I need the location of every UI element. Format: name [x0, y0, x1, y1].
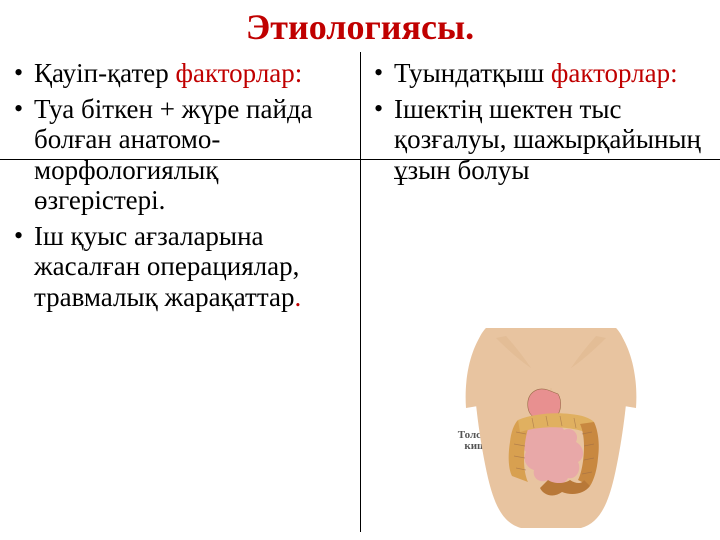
right-item-1: Ішектің шектен тыс қозғалуы, шажырқайыны…	[394, 94, 706, 185]
right-heading-accent: факторлар:	[551, 58, 678, 88]
page-title: Этиологиясы.	[0, 0, 720, 52]
left-column: Қауіп-қатер факторлар: Туа біткен + жүре…	[0, 52, 360, 540]
anatomy-svg	[436, 328, 666, 528]
left-item-2-period: .	[294, 282, 301, 312]
left-heading-black: Қауіп-қатер	[34, 58, 176, 88]
left-heading: Қауіп-қатер факторлар:	[34, 58, 346, 88]
vertical-divider	[360, 52, 361, 532]
left-item-2-text: Іш қуыс ағзаларына жасалған операциялар,…	[34, 221, 299, 311]
right-heading: Туындатқыш факторлар:	[394, 58, 706, 88]
left-item-2: Іш қуыс ағзаларына жасалған операциялар,…	[34, 221, 346, 312]
right-heading-black: Туындатқыш	[394, 58, 551, 88]
anatomy-figure	[436, 328, 666, 528]
left-heading-accent: факторлар:	[176, 58, 303, 88]
left-item-1: Туа біткен + жүре пайда болған анатомо-м…	[34, 94, 346, 215]
